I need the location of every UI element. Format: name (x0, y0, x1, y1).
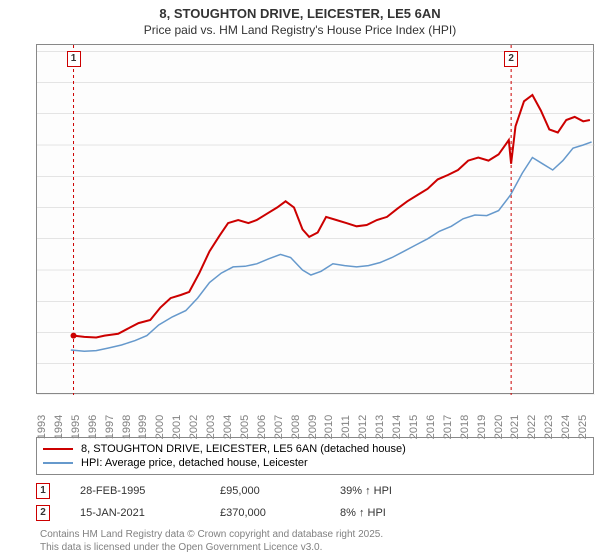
x-tick-label: 1999 (137, 415, 149, 439)
x-tick-label: 2012 (357, 415, 369, 439)
x-tick-label: 2007 (273, 415, 285, 439)
x-tick-label: 1996 (87, 415, 99, 439)
sale-marker: 2 (504, 51, 518, 67)
title-address: 8, STOUGHTON DRIVE, LEICESTER, LE5 6AN (0, 6, 600, 21)
sale-diff: 39% ↑ HPI (340, 485, 392, 497)
sale-marker: 1 (67, 51, 81, 67)
sale-diff: 8% ↑ HPI (340, 507, 386, 519)
x-tick-label: 2001 (171, 415, 183, 439)
legend-label: HPI: Average price, detached house, Leic… (81, 457, 308, 469)
x-tick-label: 2024 (560, 415, 572, 439)
sale-row: 2 15-JAN-2021£370,0008% ↑ HPI (36, 502, 594, 524)
x-axis-labels: 1993 1994 1995 1996 1997 1998 1999 2000 2001 2002… (36, 397, 594, 437)
chart-svg (37, 45, 595, 395)
x-tick-label: 2016 (425, 415, 437, 439)
x-tick-label: 2017 (442, 415, 454, 439)
x-tick-label: 2022 (526, 415, 538, 439)
x-tick-label: 2005 (239, 415, 251, 439)
sale-marker-box: 2 (36, 505, 50, 521)
attribution-line2: This data is licensed under the Open Gov… (40, 541, 383, 554)
x-tick-label: 2021 (509, 415, 521, 439)
x-tick-label: 2010 (323, 415, 335, 439)
chart-container: 8, STOUGHTON DRIVE, LEICESTER, LE5 6AN P… (0, 0, 600, 560)
legend: 8, STOUGHTON DRIVE, LEICESTER, LE5 6AN (… (36, 437, 594, 475)
x-tick-label: 2013 (374, 415, 386, 439)
x-tick-label: 1998 (121, 415, 133, 439)
x-tick-label: 2019 (476, 415, 488, 439)
x-tick-label: 2002 (188, 415, 200, 439)
x-tick-label: 1995 (70, 415, 82, 439)
sale-price: £370,000 (220, 507, 340, 519)
sale-marker-box: 1 (36, 483, 50, 499)
legend-swatch (43, 462, 73, 464)
sale-row: 1 28-FEB-1995£95,00039% ↑ HPI (36, 480, 594, 502)
x-tick-label: 2009 (307, 415, 319, 439)
legend-item: HPI: Average price, detached house, Leic… (43, 456, 587, 470)
chart-plot-area: 12 (36, 44, 594, 394)
sale-date: 15-JAN-2021 (80, 507, 220, 519)
x-tick-label: 1993 (36, 415, 48, 439)
x-tick-label: 2004 (222, 415, 234, 439)
x-tick-label: 2020 (493, 415, 505, 439)
legend-item: 8, STOUGHTON DRIVE, LEICESTER, LE5 6AN (… (43, 442, 587, 456)
x-tick-label: 2006 (256, 415, 268, 439)
sales-table: 1 28-FEB-1995£95,00039% ↑ HPI 2 15-JAN-2021… (36, 480, 594, 524)
x-tick-label: 2018 (459, 415, 471, 439)
attribution: Contains HM Land Registry data © Crown c… (40, 528, 383, 554)
x-tick-label: 2011 (340, 415, 352, 439)
attribution-line1: Contains HM Land Registry data © Crown c… (40, 528, 383, 541)
x-tick-label: 2003 (205, 415, 217, 439)
x-tick-label: 2023 (543, 415, 555, 439)
x-tick-label: 2014 (391, 415, 403, 439)
sale-price: £95,000 (220, 485, 340, 497)
sale-date: 28-FEB-1995 (80, 485, 220, 497)
x-tick-label: 2025 (577, 415, 589, 439)
x-tick-label: 1994 (53, 415, 65, 439)
x-tick-label: 1997 (104, 415, 116, 439)
x-tick-label: 2000 (154, 415, 166, 439)
legend-label: 8, STOUGHTON DRIVE, LEICESTER, LE5 6AN (… (81, 443, 406, 455)
legend-swatch (43, 448, 73, 450)
x-tick-label: 2015 (408, 415, 420, 439)
x-tick-label: 2008 (290, 415, 302, 439)
title-block: 8, STOUGHTON DRIVE, LEICESTER, LE5 6AN P… (0, 0, 600, 37)
title-subtitle: Price paid vs. HM Land Registry's House … (0, 23, 600, 37)
y-axis-labels: £0£50K£100K£150K£200K£250K£300K£350K£400… (0, 44, 36, 394)
